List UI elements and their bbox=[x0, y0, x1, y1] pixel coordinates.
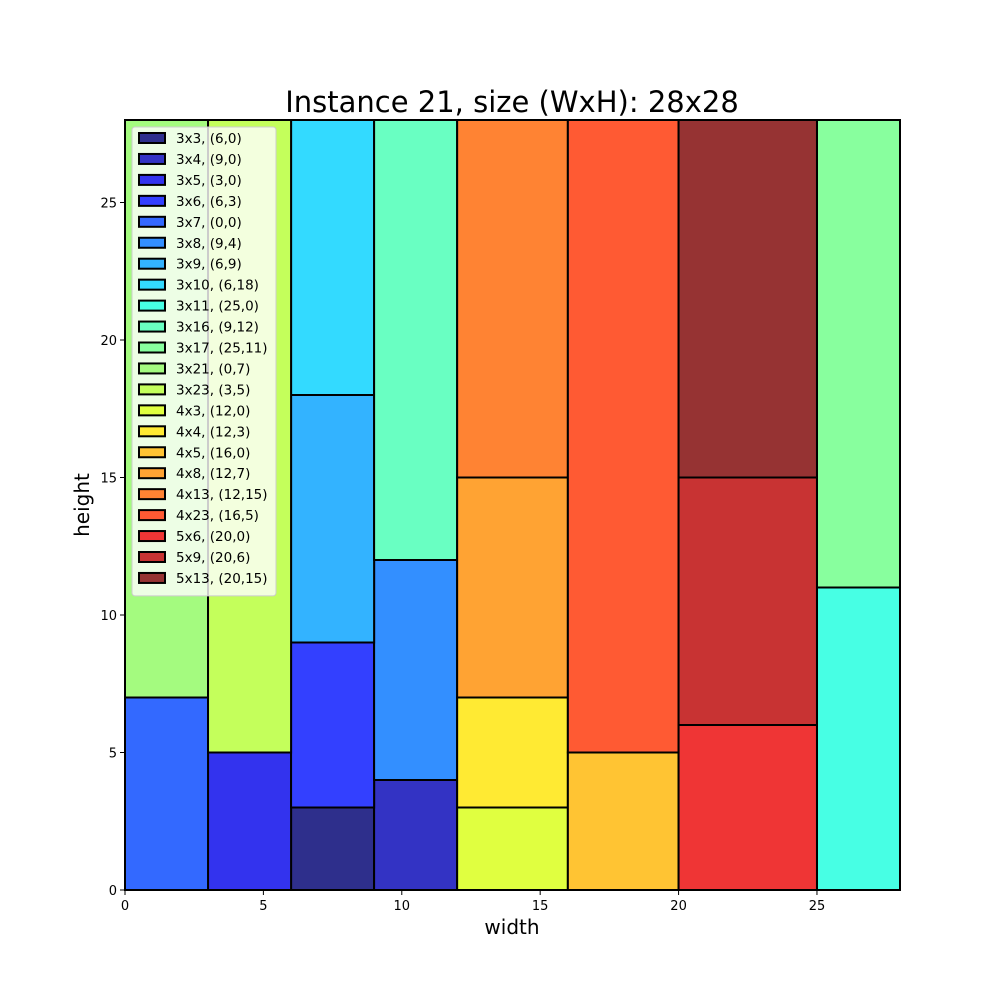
rectangle-20 bbox=[677, 476, 818, 726]
legend-swatch-15 bbox=[138, 446, 166, 459]
legend-swatch-6 bbox=[138, 257, 166, 270]
legend-label-21: 5x13, (20,15) bbox=[176, 571, 268, 587]
legend-label-19: 5x6, (20,0) bbox=[176, 529, 250, 545]
rectangles-layer bbox=[124, 119, 902, 891]
axes-layer: 0 5 10 15 20 25 0 5 10 15 20 25 bbox=[100, 197, 825, 915]
legend-swatch-12 bbox=[138, 383, 166, 396]
rectangle-5 bbox=[373, 559, 459, 781]
legend-label-3: 3x6, (6,3) bbox=[176, 194, 242, 210]
x-tick-label-0: 0 bbox=[121, 899, 129, 914]
legend-label-18: 4x23, (16,5) bbox=[176, 508, 259, 524]
legend-label-5: 3x8, (9,4) bbox=[176, 236, 242, 252]
x-tick-label-1: 5 bbox=[259, 899, 267, 914]
rectangle-8 bbox=[815, 586, 902, 891]
rectangle-18 bbox=[566, 119, 680, 754]
legend-swatch-0 bbox=[138, 132, 166, 144]
legend-swatch-20 bbox=[138, 551, 166, 563]
legend-swatch-17 bbox=[138, 488, 166, 501]
legend-label-13: 4x3, (12,0) bbox=[176, 403, 250, 419]
y-tick-label-4: 20 bbox=[100, 334, 117, 349]
legend-label-10: 3x17, (25,11) bbox=[176, 341, 268, 357]
y-tick-label-3: 15 bbox=[100, 472, 117, 487]
legend-label-15: 4x5, (16,0) bbox=[176, 445, 250, 461]
plot-frame bbox=[124, 119, 901, 891]
legend-label-16: 4x8, (12,7) bbox=[176, 466, 250, 482]
y-axis-label: height bbox=[70, 473, 94, 537]
x-tick-label-5: 25 bbox=[809, 899, 826, 914]
rectangle-15 bbox=[566, 751, 680, 891]
legend-label-9: 3x16, (9,12) bbox=[176, 320, 259, 336]
legend-swatch-7 bbox=[138, 278, 166, 291]
chart-title: Instance 21, size (WxH): 28x28 bbox=[285, 85, 739, 119]
y-tick-label-2: 10 bbox=[100, 609, 117, 624]
rectangle-3 bbox=[290, 641, 376, 809]
legend: 3x3, (6,0) 3x4, (9,0) 3x5, (3,0) 3x6, (6,3)… bbox=[131, 126, 277, 597]
x-tick-label-3: 15 bbox=[532, 899, 549, 914]
x-tick-label-2: 10 bbox=[394, 899, 411, 914]
legend-label-1: 3x4, (9,0) bbox=[176, 152, 242, 168]
rectangle-13 bbox=[456, 806, 569, 891]
legend-swatch-10 bbox=[138, 341, 166, 354]
rectangle-19 bbox=[677, 724, 818, 891]
legend-swatch-14 bbox=[138, 425, 166, 438]
legend-label-0: 3x3, (6,0) bbox=[176, 131, 242, 147]
rectangle-2 bbox=[207, 751, 293, 891]
legend-swatch-5 bbox=[138, 236, 166, 249]
rectangle-7 bbox=[290, 119, 376, 396]
rectangle-1 bbox=[373, 779, 459, 891]
legend-swatch-16 bbox=[138, 467, 166, 480]
legend-swatch-11 bbox=[138, 362, 166, 375]
rectangle-16 bbox=[456, 476, 569, 699]
rectangle-10 bbox=[815, 119, 902, 589]
legend-label-7: 3x10, (6,18) bbox=[176, 278, 259, 294]
legend-label-11: 3x21, (0,7) bbox=[176, 361, 250, 377]
rectangle-14 bbox=[456, 696, 569, 809]
rectangle-6 bbox=[290, 394, 376, 644]
legend-swatch-8 bbox=[138, 299, 166, 312]
legend-label-6: 3x9, (6,9) bbox=[176, 257, 242, 273]
legend-swatch-19 bbox=[138, 530, 166, 543]
legend-swatch-18 bbox=[138, 509, 166, 522]
legend-label-12: 3x23, (3,5) bbox=[176, 382, 250, 398]
rectangle-21 bbox=[677, 119, 818, 479]
legend-label-8: 3x11, (25,0) bbox=[176, 299, 259, 315]
legend-swatch-21 bbox=[138, 571, 166, 584]
legend-swatch-1 bbox=[138, 152, 166, 165]
legend-label-20: 5x9, (20,6) bbox=[176, 550, 250, 566]
rectangle-0 bbox=[290, 806, 376, 891]
rectangle-9 bbox=[373, 119, 459, 561]
legend-label-2: 3x5, (3,0) bbox=[176, 173, 242, 189]
legend-label-14: 4x4, (12,3) bbox=[176, 424, 250, 440]
y-tick-label-5: 25 bbox=[100, 197, 117, 212]
y-tick-label-1: 5 bbox=[109, 747, 117, 762]
legend-box bbox=[131, 126, 277, 597]
legend-swatch-2 bbox=[138, 173, 166, 186]
legend-swatch-9 bbox=[138, 320, 166, 333]
y-tick-label-0: 0 bbox=[109, 884, 117, 899]
legend-label-4: 3x7, (0,0) bbox=[176, 215, 242, 231]
legend-label-17: 4x13, (12,15) bbox=[176, 487, 268, 503]
rectangle-17 bbox=[456, 119, 569, 479]
legend-swatch-13 bbox=[138, 404, 166, 417]
x-tick-label-4: 20 bbox=[670, 899, 687, 914]
legend-swatch-4 bbox=[138, 215, 166, 228]
rectangle-4 bbox=[124, 696, 210, 891]
legend-swatch-3 bbox=[138, 194, 166, 207]
x-axis-label: width bbox=[484, 915, 539, 939]
